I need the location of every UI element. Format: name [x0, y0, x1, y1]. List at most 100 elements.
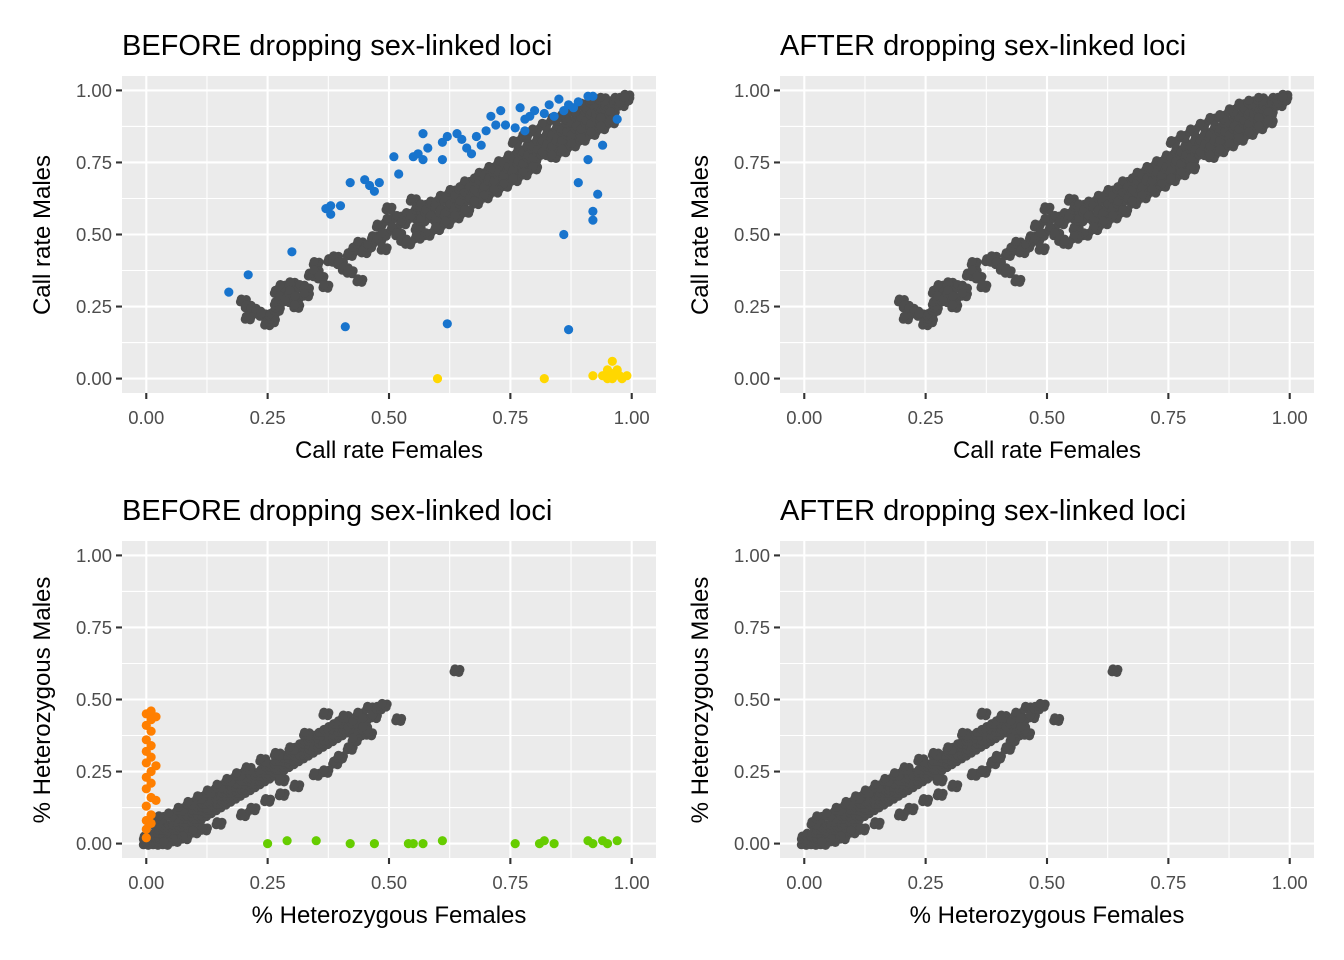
- data-point: [1108, 664, 1118, 674]
- data-point: [520, 126, 530, 136]
- data-point: [880, 773, 890, 784]
- data-point: [607, 356, 617, 366]
- data-point: [256, 308, 266, 319]
- data-point: [345, 178, 355, 188]
- series-autosomal: [893, 89, 1293, 331]
- data-point: [241, 311, 251, 321]
- data-point: [460, 205, 470, 215]
- series-z-w-linked: [141, 706, 161, 843]
- data-point: [977, 707, 987, 717]
- data-point: [246, 802, 256, 812]
- data-point: [943, 742, 953, 752]
- data-point: [263, 839, 273, 849]
- data-point: [1166, 173, 1176, 183]
- data-point: [369, 186, 379, 196]
- series-x-linked: [432, 356, 632, 384]
- data-point: [620, 92, 630, 102]
- data-point: [1035, 228, 1045, 238]
- x-tick-label: 1.00: [614, 872, 650, 893]
- data-point: [1157, 179, 1167, 189]
- data-point: [583, 155, 593, 165]
- data-point: [1205, 112, 1215, 123]
- data-point: [450, 664, 460, 674]
- x-axis-title: % Heterozygous Females: [910, 902, 1185, 929]
- y-tick-label: 0.25: [734, 761, 770, 782]
- data-point: [343, 265, 353, 275]
- data-point: [1011, 236, 1021, 246]
- data-point: [957, 727, 968, 738]
- data-point: [1001, 265, 1011, 275]
- data-point: [282, 836, 292, 846]
- data-point: [817, 837, 827, 847]
- data-point: [576, 133, 586, 143]
- data-point: [290, 291, 300, 301]
- data-point: [1254, 112, 1264, 123]
- data-point: [411, 231, 421, 241]
- data-point: [566, 138, 577, 148]
- data-point: [486, 111, 496, 121]
- y-tick-label: 1.00: [734, 80, 770, 101]
- data-point: [1244, 95, 1254, 105]
- data-point: [1035, 698, 1045, 709]
- data-point: [1059, 236, 1070, 246]
- x-tick-label: 1.00: [614, 407, 650, 428]
- panel-call-rate-before: BEFORE dropping sex-linked loci Call rat…: [29, 30, 656, 464]
- data-point: [183, 796, 193, 807]
- data-point: [547, 150, 557, 160]
- data-point: [1205, 150, 1215, 160]
- x-tick-label: 0.75: [492, 872, 528, 893]
- data-point: [933, 280, 943, 290]
- data-point: [1064, 193, 1074, 203]
- data-point: [319, 765, 329, 775]
- panel-call-rate-after: AFTER dropping sex-linked loci Call rate…: [687, 30, 1314, 464]
- data-point: [899, 311, 909, 321]
- y-tick-label: 0.50: [76, 689, 112, 710]
- data-point: [442, 131, 452, 142]
- data-point: [539, 374, 549, 384]
- data-point: [1254, 121, 1264, 131]
- data-point: [382, 202, 392, 212]
- data-point: [1118, 205, 1128, 215]
- data-point: [967, 257, 977, 267]
- data-point: [141, 735, 151, 745]
- data-point: [335, 201, 346, 211]
- data-point: [904, 802, 914, 812]
- data-point: [1186, 124, 1196, 134]
- x-tick-label: 0.75: [492, 407, 528, 428]
- data-point: [418, 129, 428, 139]
- data-point: [933, 773, 943, 784]
- data-point: [358, 713, 368, 723]
- y-tick-label: 0.00: [734, 368, 770, 389]
- panel-het-before: BEFORE dropping sex-linked loci % Hetero…: [29, 495, 656, 929]
- data-point: [539, 108, 549, 119]
- y-axis-title: Call rate Males: [687, 155, 714, 315]
- data-point: [423, 143, 433, 153]
- panel-het-after: AFTER dropping sex-linked loci % Heteroz…: [687, 495, 1314, 929]
- data-point: [549, 111, 559, 121]
- data-point: [593, 189, 603, 199]
- data-point: [188, 825, 198, 835]
- data-point: [508, 173, 518, 183]
- data-point: [1006, 733, 1016, 743]
- data-point: [851, 791, 861, 801]
- data-point: [326, 209, 336, 219]
- data-point: [1166, 136, 1176, 146]
- data-point: [358, 722, 368, 732]
- data-point: [146, 706, 156, 716]
- data-point: [1215, 144, 1225, 154]
- data-point: [299, 727, 310, 738]
- data-point: [564, 325, 574, 335]
- data-point: [1278, 92, 1288, 102]
- data-point: [377, 242, 387, 252]
- data-point: [236, 808, 246, 818]
- data-point: [442, 319, 452, 329]
- x-tick-label: 0.25: [250, 407, 286, 428]
- data-point: [372, 219, 382, 229]
- data-point: [948, 779, 958, 789]
- data-point: [1127, 196, 1137, 206]
- data-point: [392, 713, 402, 723]
- panel-title: BEFORE dropping sex-linked loci: [122, 30, 552, 62]
- data-point: [605, 115, 616, 125]
- data-point: [471, 131, 481, 142]
- data-point: [1137, 190, 1147, 200]
